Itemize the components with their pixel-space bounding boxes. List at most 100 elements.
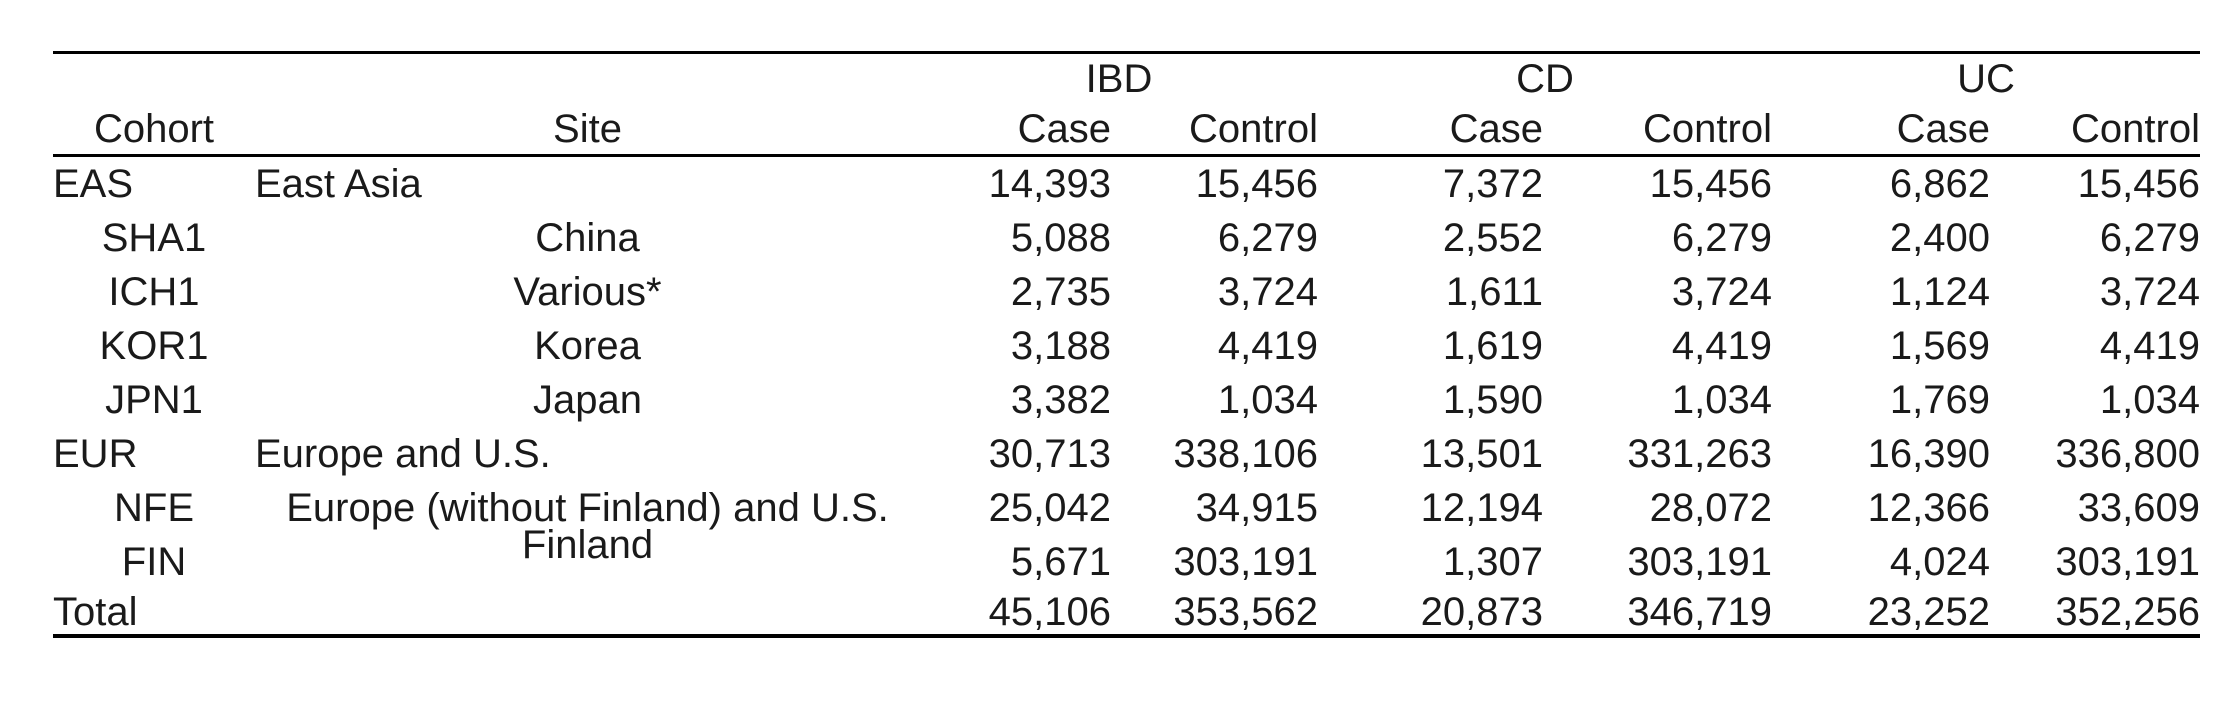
site-cell <box>255 589 920 636</box>
value-cell: 30,713 <box>988 432 1111 476</box>
site-label: Japan <box>533 378 642 422</box>
table-row-fin: FIN Finland 5,671 303,191 1,307 303,191 … <box>53 523 2200 589</box>
site-cell: Japan <box>255 373 920 427</box>
cohort-cell: NFE <box>114 486 194 530</box>
value-cell: 1,034 <box>1671 378 1772 422</box>
value-cell: 16,390 <box>1867 432 1990 476</box>
column-header-ibd-case: Case <box>920 104 1111 157</box>
site-cell: China <box>255 211 920 265</box>
value-cell: 12,366 <box>1867 486 1990 530</box>
site-cell: Various* <box>255 265 920 319</box>
value-cell: 352,256 <box>2055 589 2200 634</box>
value-cell: 23,252 <box>1867 589 1990 634</box>
value-cell: 1,124 <box>1889 270 1990 314</box>
value-cell: 6,279 <box>1217 216 1318 260</box>
site-cell: Europe (without Finland) and U.S. <box>255 481 920 535</box>
column-header-cohort: Cohort <box>53 104 255 157</box>
value-cell: 15,456 <box>2077 162 2200 206</box>
value-cell: 4,419 <box>1671 324 1772 368</box>
group-header-uc: UC <box>1957 57 2015 101</box>
column-header-row: Cohort Site Case Control Case Control Ca… <box>53 104 2200 157</box>
value-cell: 15,456 <box>1195 162 1318 206</box>
site-label: Various* <box>513 270 662 314</box>
value-cell: 2,400 <box>1889 216 1990 260</box>
cohort-cell: Total <box>53 589 138 634</box>
group-header-spacer <box>53 53 920 105</box>
value-cell: 2,735 <box>1010 270 1111 314</box>
value-cell: 13,501 <box>1420 432 1543 476</box>
table-row-eur: EUR Europe and U.S. 30,713 338,106 13,50… <box>53 427 2200 481</box>
value-cell: 45,106 <box>988 589 1111 634</box>
cohort-cell: EUR <box>53 432 138 476</box>
value-cell: 346,719 <box>1627 589 1772 634</box>
value-cell: 303,191 <box>2055 540 2200 584</box>
column-header-cd-case: Case <box>1318 104 1543 157</box>
site-label: Finland <box>521 523 654 567</box>
site-cell: Korea <box>255 319 920 373</box>
table-row-sha1: SHA1 China 5,088 6,279 2,552 6,279 2,400… <box>53 211 2200 265</box>
table-row-ich1: ICH1 Various* 2,735 3,724 1,611 3,724 1,… <box>53 265 2200 319</box>
value-cell: 1,619 <box>1442 324 1543 368</box>
value-cell: 1,034 <box>1217 378 1318 422</box>
table-row-nfe: NFE Europe (without Finland) and U.S. 25… <box>53 481 2200 535</box>
value-cell: 3,724 <box>1217 270 1318 314</box>
site-label: East Asia <box>255 162 422 206</box>
site-cell: Europe and U.S. <box>255 427 920 481</box>
column-header-ibd-control: Control <box>1111 104 1318 157</box>
value-cell: 3,382 <box>1010 378 1111 422</box>
value-cell: 25,042 <box>988 486 1111 530</box>
site-label: China <box>535 216 640 260</box>
column-header-cd-control: Control <box>1543 104 1772 157</box>
cohort-cell: KOR1 <box>99 324 209 368</box>
column-header-site: Site <box>255 104 920 157</box>
group-header-cd: CD <box>1516 57 1574 101</box>
value-cell: 12,194 <box>1420 486 1543 530</box>
cohort-cell: SHA1 <box>101 216 207 260</box>
value-cell: 3,188 <box>1010 324 1111 368</box>
value-cell: 6,279 <box>2099 216 2200 260</box>
value-cell: 6,279 <box>1671 216 1772 260</box>
value-cell: 1,034 <box>2099 378 2200 422</box>
value-cell: 303,191 <box>1627 540 1772 584</box>
cohort-cell: ICH1 <box>108 270 200 314</box>
value-cell: 1,307 <box>1442 540 1543 584</box>
value-cell: 4,024 <box>1889 540 1990 584</box>
column-header-uc-control: Control <box>1990 104 2200 157</box>
value-cell: 15,456 <box>1649 162 1772 206</box>
group-header-ibd: IBD <box>1085 57 1153 101</box>
value-cell: 1,769 <box>1889 378 1990 422</box>
value-cell: 1,569 <box>1889 324 1990 368</box>
value-cell: 33,609 <box>2077 486 2200 530</box>
value-cell: 28,072 <box>1649 486 1772 530</box>
value-cell: 3,724 <box>2099 270 2200 314</box>
cohort-table: IBD CD UC Cohort Site Case Control Case … <box>53 51 2200 638</box>
site-label: Europe and U.S. <box>255 432 551 476</box>
value-cell: 336,800 <box>2055 432 2200 476</box>
site-label: Europe (without Finland) and U.S. <box>286 486 889 530</box>
value-cell: 20,873 <box>1420 589 1543 634</box>
value-cell: 3,724 <box>1671 270 1772 314</box>
value-cell: 2,552 <box>1442 216 1543 260</box>
value-cell: 1,611 <box>1445 270 1543 314</box>
value-cell: 4,419 <box>1217 324 1318 368</box>
value-cell: 5,088 <box>1010 216 1111 260</box>
value-cell: 4,419 <box>2099 324 2200 368</box>
table-row-eas: EAS East Asia 14,393 15,456 7,372 15,456… <box>53 156 2200 212</box>
cohort-cell: FIN <box>121 540 187 584</box>
value-cell: 34,915 <box>1195 486 1318 530</box>
site-cell: Finland <box>255 523 920 589</box>
value-cell: 14,393 <box>988 162 1111 206</box>
site-label: Korea <box>534 324 641 368</box>
site-cell: East Asia <box>255 156 920 212</box>
value-cell: 1,590 <box>1442 378 1543 422</box>
value-cell: 5,671 <box>1010 540 1111 584</box>
value-cell: 353,562 <box>1173 589 1318 634</box>
cohort-cell: JPN1 <box>105 378 203 422</box>
column-header-uc-case: Case <box>1772 104 1990 157</box>
cohort-cell: EAS <box>53 162 134 206</box>
table-row-total: Total 45,106 353,562 20,873 346,719 23,2… <box>53 589 2200 636</box>
value-cell: 6,862 <box>1889 162 1990 206</box>
table-row-jpn1: JPN1 Japan 3,382 1,034 1,590 1,034 1,769… <box>53 373 2200 427</box>
value-cell: 303,191 <box>1173 540 1318 584</box>
table-row-kor1: KOR1 Korea 3,188 4,419 1,619 4,419 1,569… <box>53 319 2200 373</box>
